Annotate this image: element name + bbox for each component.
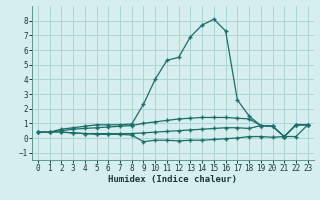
X-axis label: Humidex (Indice chaleur): Humidex (Indice chaleur)	[108, 175, 237, 184]
